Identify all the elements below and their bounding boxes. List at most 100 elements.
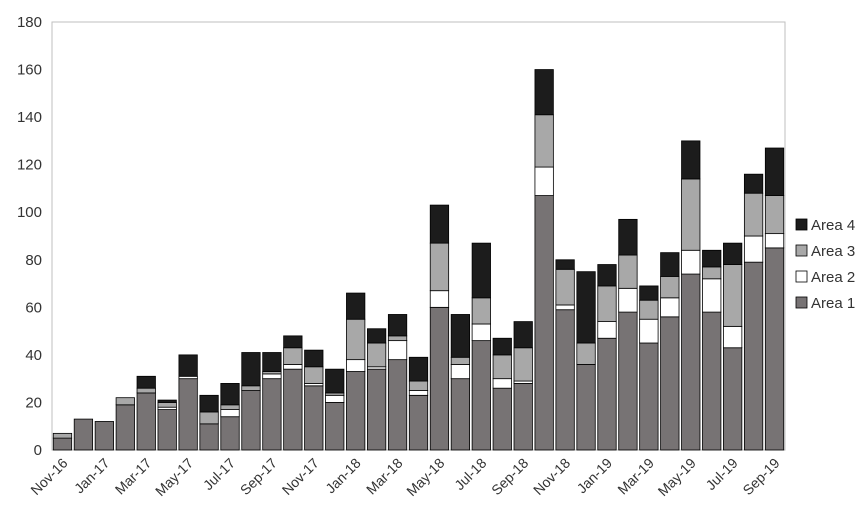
bar-segment-area-2 <box>534 166 554 196</box>
legend-label: Area 2 <box>811 269 855 286</box>
x-tick-label: Mar-18 <box>363 455 406 498</box>
x-tick-label: Jan-17 <box>71 455 113 497</box>
bar-segment-area-4 <box>366 328 387 344</box>
bar-segment-area-4 <box>346 292 366 320</box>
bar-segment-area-2 <box>346 359 366 372</box>
x-tick-label: Sep-19 <box>739 455 782 498</box>
bar-segment-area-1 <box>283 368 303 451</box>
bar-segment-area-3 <box>136 387 156 394</box>
bar-segment-area-1 <box>723 347 743 451</box>
bar-segment-area-4 <box>618 218 638 256</box>
x-tick-label: Sep-18 <box>488 455 531 498</box>
bar-segment-area-4 <box>387 314 408 337</box>
bar-segment-area-4 <box>702 249 722 268</box>
bar-segment-area-1 <box>660 316 680 451</box>
bar-segment-area-1 <box>618 311 638 451</box>
bar-segment-area-2 <box>723 325 743 349</box>
bar-segment-area-4 <box>597 264 617 287</box>
bar-segment-area-1 <box>241 390 261 451</box>
bar-segment-area-3 <box>471 297 491 325</box>
bar-segment-area-3 <box>199 411 219 425</box>
bar-segment-area-4 <box>241 352 261 387</box>
bar-segment-area-2 <box>283 363 303 370</box>
bar-segment-area-3 <box>639 299 659 320</box>
bar-segment-area-4 <box>304 349 324 368</box>
bar-segment-area-1 <box>471 340 491 451</box>
bar-segment-area-4 <box>639 285 659 301</box>
legend-swatch <box>795 218 808 231</box>
legend-label: Area 4 <box>811 217 855 234</box>
bar-segment-area-4 <box>262 352 282 372</box>
bar-segment-area-3 <box>450 356 471 365</box>
bar-segment-area-4 <box>764 147 785 196</box>
bar-segment-area-1 <box>555 309 575 451</box>
bar-segment-area-2 <box>764 233 785 249</box>
bar-segment-area-2 <box>492 378 512 389</box>
y-tick-label: 160 <box>17 62 42 79</box>
bar-segment-area-3 <box>157 402 177 408</box>
bar-segment-area-1 <box>450 378 471 451</box>
legend-swatch <box>795 244 808 257</box>
bar-segment-area-1 <box>262 378 282 451</box>
bar-segment-area-3 <box>597 285 617 322</box>
bar-segment-area-1 <box>136 392 156 451</box>
bar-segment-area-3 <box>241 385 261 391</box>
bar-segment-area-2 <box>660 297 680 318</box>
bar-segment-area-1 <box>220 416 240 451</box>
bar-segment-area-3 <box>576 342 596 365</box>
bar-segment-area-2 <box>471 323 491 342</box>
bar-segment-area-1 <box>597 337 617 451</box>
bar-segment-area-4 <box>534 69 554 116</box>
bar-segment-area-3 <box>220 404 240 410</box>
bar-segment-area-1 <box>366 368 387 451</box>
bar-segment-area-4 <box>660 252 680 277</box>
bar-segment-area-1 <box>764 247 785 451</box>
bar-segment-area-1 <box>702 311 722 451</box>
bar-segment-area-4 <box>723 242 743 265</box>
bar-segment-area-3 <box>387 335 408 342</box>
bar-segment-area-2 <box>743 235 764 263</box>
bar-segment-area-4 <box>429 204 450 244</box>
bar-segment-area-4 <box>325 368 345 394</box>
y-tick-label: 0 <box>34 442 42 459</box>
bar-segment-area-4 <box>471 242 491 299</box>
x-tick-label: Nov-17 <box>279 455 322 498</box>
bar-segment-area-1 <box>743 261 764 451</box>
x-tick-label: May-19 <box>655 455 699 499</box>
bar-segment-area-1 <box>178 378 198 451</box>
x-tick-label: Jul-17 <box>200 455 238 493</box>
bar-segment-area-4 <box>555 259 575 270</box>
y-tick-label: 120 <box>17 157 42 174</box>
bar-segment-area-4 <box>450 314 471 358</box>
bar-segment-area-3 <box>534 114 554 168</box>
bar-segment-area-4 <box>681 140 701 180</box>
bar-segment-area-3 <box>764 195 785 235</box>
bar-segment-area-3 <box>346 318 366 361</box>
bar-segment-area-3 <box>723 264 743 327</box>
x-tick-label: Nov-16 <box>27 455 70 498</box>
x-tick-label: Jan-19 <box>574 455 616 497</box>
bar-segment-area-3 <box>660 276 680 299</box>
bar-segment-area-2 <box>450 363 471 380</box>
bar-segment-area-3 <box>743 192 764 237</box>
bar-segment-area-1 <box>115 404 135 451</box>
bar-segment-area-2 <box>555 304 575 311</box>
y-tick-label: 100 <box>17 204 42 221</box>
bar-segment-area-1 <box>52 437 73 451</box>
bar-segment-area-1 <box>199 423 219 451</box>
bar-segment-area-3 <box>429 242 450 292</box>
bar-segment-area-2 <box>618 287 638 313</box>
bar-segment-area-4 <box>283 335 303 349</box>
legend-label: Area 3 <box>811 243 855 260</box>
legend-swatch <box>795 296 808 309</box>
x-tick-label: May-17 <box>152 455 196 499</box>
bar-segment-area-4 <box>576 271 596 344</box>
y-tick-label: 140 <box>17 109 42 126</box>
bar-segment-area-1 <box>346 371 366 451</box>
bar-segment-area-3 <box>115 397 135 406</box>
bar-segment-area-4 <box>492 337 512 356</box>
bar-segment-area-3 <box>702 266 722 280</box>
bar-segment-area-2 <box>325 394 345 403</box>
